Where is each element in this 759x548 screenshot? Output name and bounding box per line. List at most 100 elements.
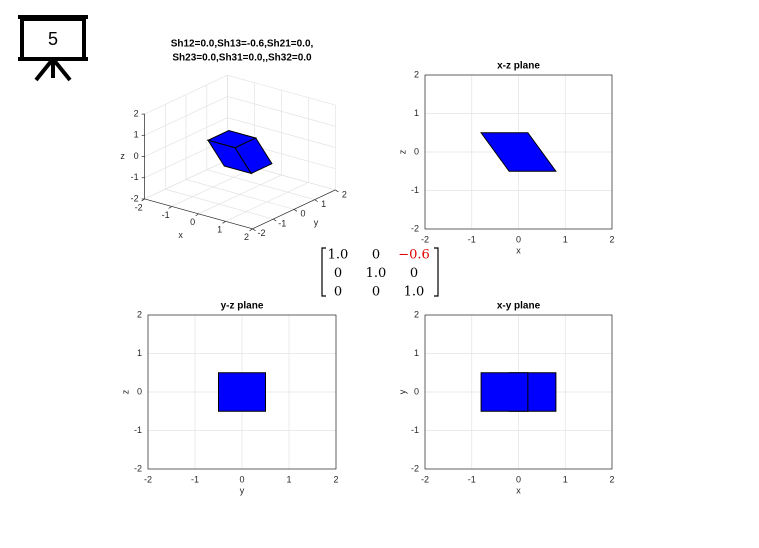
x-tick-label: -2: [144, 474, 152, 484]
x-tick-label: 0: [516, 474, 521, 484]
shape: [218, 372, 266, 412]
x-axis-label: x: [178, 230, 183, 240]
grid-line: [144, 117, 228, 157]
matrix-cell: 0: [410, 266, 418, 281]
y-tick-label: -1: [278, 218, 286, 228]
matrix-cell: 0: [372, 248, 380, 263]
x-tick-label: -1: [468, 474, 476, 484]
y-tick-label: -1: [134, 425, 142, 435]
y-tick-label: -2: [411, 223, 419, 233]
y-tick-label: 1: [137, 348, 142, 358]
x-tick-label: 1: [217, 225, 222, 235]
matrix-cell: 1.0: [328, 248, 349, 263]
chart-title: x-z plane: [497, 61, 540, 72]
z-tick-label: 2: [134, 108, 139, 118]
x-tick-label: 1: [286, 474, 291, 484]
x-tick-label: 2: [333, 474, 338, 484]
x-axis-label: y: [240, 485, 245, 495]
matrix-cell: 0: [334, 285, 342, 300]
grid-line: [144, 74, 228, 115]
y-tick: [252, 228, 256, 232]
matrix-cell: 1.0: [404, 285, 425, 300]
axes-box: [147, 314, 337, 470]
y-axis-label: z: [120, 389, 130, 394]
y-tick-label: 0: [300, 209, 305, 219]
x-tick-label: 2: [609, 234, 614, 244]
y-tick: [335, 189, 339, 193]
axes-box: [424, 314, 613, 470]
shape: [480, 132, 557, 172]
matrix-cell: 0: [372, 285, 380, 300]
y-tick-label: 2: [414, 309, 419, 319]
x-tick-label: 1: [563, 474, 568, 484]
y-axis-label: z: [397, 149, 407, 154]
y-tick-label: 1: [414, 108, 419, 118]
x-axis: [144, 198, 253, 230]
y-tick-label: -1: [411, 185, 419, 195]
shape: [480, 372, 529, 412]
axes-box: [424, 74, 613, 230]
x-tick-label: -1: [191, 474, 199, 484]
slide-icon: 5: [18, 15, 88, 82]
grid-line: [206, 169, 315, 200]
matrix-cell: 0: [334, 266, 342, 281]
chart-title: Sh12=0.0,Sh13=-0.6,Sh21=0.0,: [171, 39, 314, 50]
y-tick-label: 0: [414, 386, 419, 396]
y-tick-label: 1: [414, 348, 419, 358]
matrix-cell: −0.6: [398, 248, 430, 263]
y-tick-label: -2: [134, 463, 142, 473]
grid-line: [227, 117, 336, 148]
y-tick-label: -1: [411, 425, 419, 435]
grid-line: [185, 179, 295, 210]
x-tick-label: -1: [468, 234, 476, 244]
y-axis: [252, 189, 336, 230]
chart-title: x-y plane: [497, 301, 541, 312]
x-tick: [195, 213, 199, 217]
x-tick-label: -2: [421, 234, 429, 244]
y-tick: [293, 209, 298, 212]
x-tick-label: -2: [421, 474, 429, 484]
x-tick-label: 0: [239, 474, 244, 484]
y-tick-label: 0: [414, 146, 419, 156]
x-axis-label: x: [516, 245, 521, 255]
x-axis-label: x: [516, 485, 521, 495]
x-tick-label: 2: [244, 232, 249, 242]
grid-line: [165, 188, 274, 220]
grid-line: [144, 159, 228, 200]
y-axis-label: y: [397, 389, 407, 394]
z-tick-label: 0: [134, 151, 139, 161]
x-tick-label: 1: [563, 234, 568, 244]
x-tick-label: -2: [135, 202, 143, 212]
matrix-brackets: [321, 247, 439, 297]
x-tick-label: 0: [516, 234, 521, 244]
z-tick-label: -1: [131, 172, 139, 182]
z-axis-label: z: [120, 151, 125, 161]
y-tick-label: 2: [414, 69, 419, 79]
y-tick-label: 1: [321, 199, 326, 209]
grid-line: [144, 96, 228, 136]
y-tick: [314, 199, 318, 202]
x-tick-label: -1: [162, 210, 170, 220]
face: [234, 137, 273, 175]
matrix-cell: 1.0: [366, 266, 387, 281]
grid-line: [227, 96, 336, 127]
x-tick: [222, 221, 226, 224]
x-tick-label: 0: [190, 217, 195, 227]
z-tick-label: -2: [131, 193, 139, 203]
y-tick-label: -2: [258, 228, 266, 238]
grid-line: [227, 74, 336, 106]
y-axis-label: y: [314, 218, 319, 228]
x-tick: [249, 228, 253, 232]
chart-title: Sh23=0.0,Sh31=0.0,,Sh32=0.0: [172, 53, 312, 64]
slide-number: 5: [48, 29, 58, 49]
y-tick-label: 0: [137, 386, 142, 396]
y-tick: [273, 218, 277, 222]
z-tick-label: 1: [134, 130, 139, 140]
y-tick-label: 2: [137, 309, 142, 319]
chart-title: y-z plane: [221, 301, 264, 312]
x-tick-label: 2: [609, 474, 614, 484]
y-tick-label: 2: [342, 189, 347, 199]
x-tick: [168, 206, 172, 209]
y-tick-label: -2: [411, 463, 419, 473]
